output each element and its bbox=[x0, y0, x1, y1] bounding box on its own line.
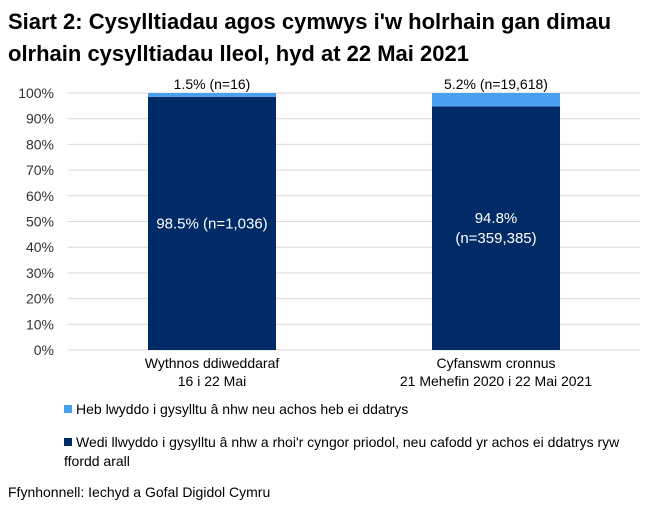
x-category-label: 21 Mehefin 2020 i 22 Mai 2021 bbox=[400, 373, 592, 389]
x-category-label: 16 i 22 Mai bbox=[178, 373, 246, 389]
x-category-label: Wythnos ddiweddaraf bbox=[145, 355, 280, 371]
legend-swatch-light bbox=[64, 405, 72, 413]
y-tick-label: 20% bbox=[26, 291, 54, 307]
chart-title: Siart 2: Cysylltiadau agos cymwys i'w ho… bbox=[8, 9, 612, 66]
data-label: (n=359,385) bbox=[455, 230, 536, 247]
bar-segment bbox=[148, 96, 276, 350]
legend-swatch-dark bbox=[64, 438, 72, 446]
y-tick-label: 10% bbox=[26, 316, 54, 332]
bar-segment bbox=[148, 93, 276, 97]
data-label: 5.2% (n=19,618) bbox=[444, 76, 548, 92]
y-tick-label: 40% bbox=[26, 239, 54, 255]
x-category-label: Cyfanswm cronnus bbox=[436, 355, 555, 371]
bar-segment bbox=[432, 106, 560, 350]
data-label: 98.5% (n=1,036) bbox=[156, 215, 267, 232]
y-tick-label: 70% bbox=[26, 162, 54, 178]
plot-area: 0% 10% 20% 30% 40% 50% 60% 70% 80% 90% 100% 98.5% (… bbox=[18, 76, 640, 389]
y-tick-label: 50% bbox=[26, 214, 54, 230]
y-tick-label: 0% bbox=[34, 342, 54, 358]
y-tick-label: 80% bbox=[26, 136, 54, 152]
legend-item-resolved: Wedi llwyddo i gysylltu â nhw a rhoi'r c… bbox=[64, 433, 654, 471]
legend-item-unresolved: Heb lwyddo i gysylltu â nhw neu achos he… bbox=[64, 400, 654, 419]
y-tick-label: 60% bbox=[26, 188, 54, 204]
data-label: 94.8% bbox=[475, 210, 518, 227]
source-note: Ffynhonnell: Iechyd a Gofal Digidol Cymr… bbox=[8, 484, 271, 500]
y-tick-label: 100% bbox=[18, 85, 54, 101]
y-tick-label: 90% bbox=[26, 111, 54, 127]
bar-segment bbox=[432, 93, 560, 107]
legend-label: Heb lwyddo i gysylltu â nhw neu achos he… bbox=[76, 401, 409, 417]
data-label: 1.5% (n=16) bbox=[174, 76, 251, 92]
legend-label: Wedi llwyddo i gysylltu â nhw a rhoi'r c… bbox=[64, 434, 620, 469]
y-tick-label: 30% bbox=[26, 265, 54, 281]
